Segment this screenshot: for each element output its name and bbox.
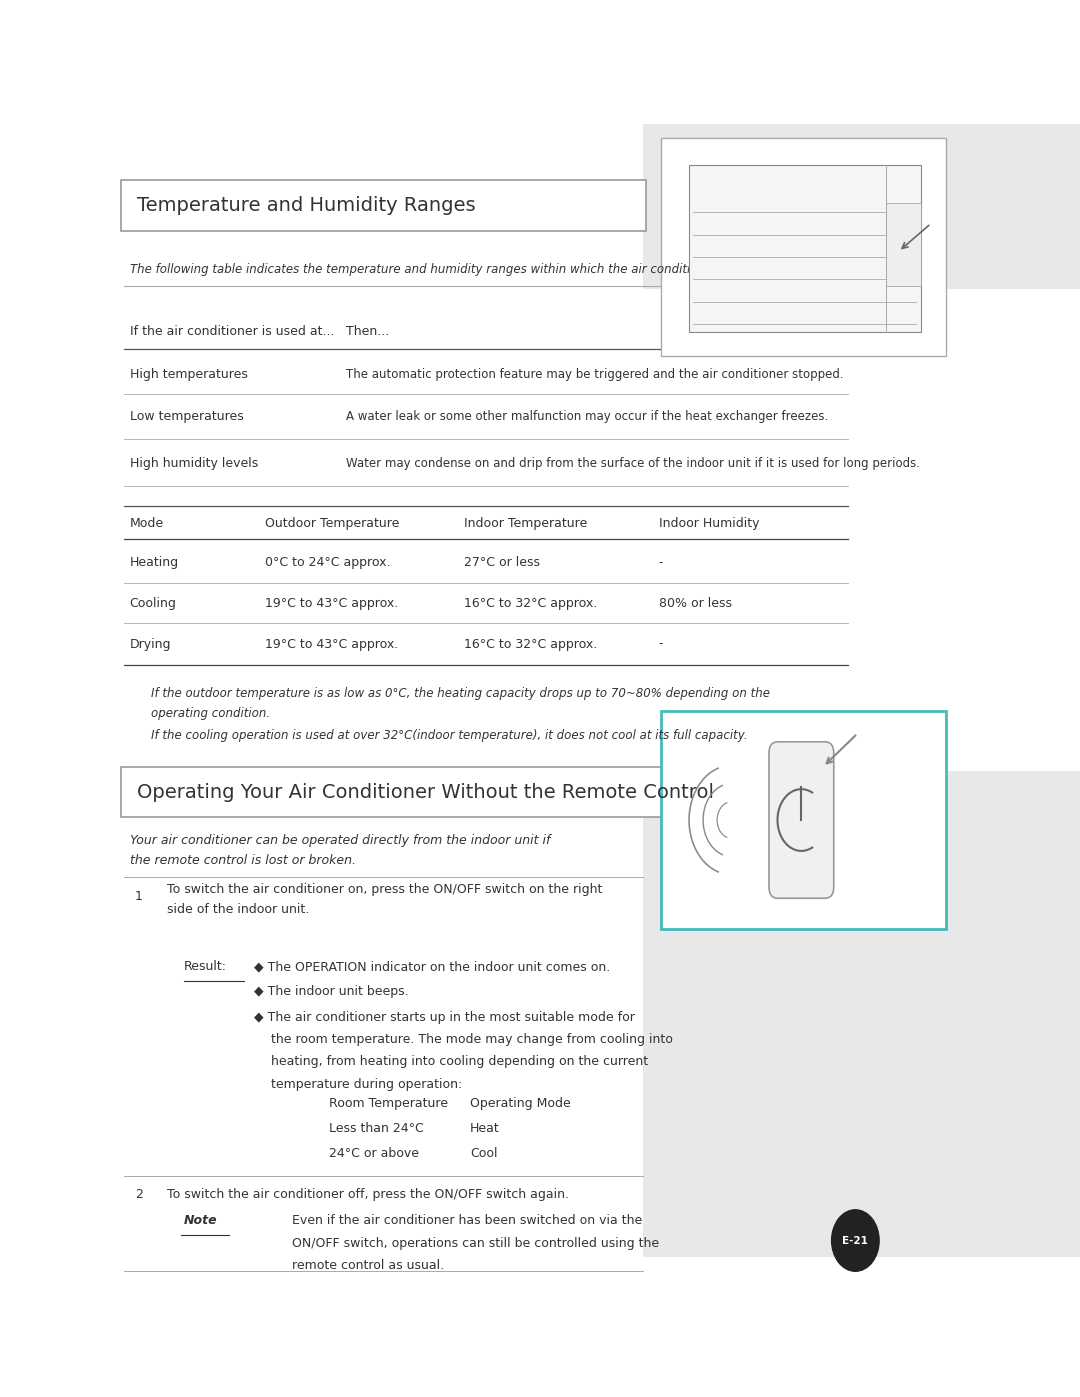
Text: -: - (659, 556, 663, 570)
Text: 2: 2 (135, 1187, 143, 1201)
Text: Less than 24°C: Less than 24°C (329, 1122, 424, 1136)
Text: Heat: Heat (470, 1122, 500, 1136)
Text: Cool: Cool (470, 1147, 497, 1161)
Text: Outdoor Temperature: Outdoor Temperature (265, 517, 399, 531)
Text: Mode: Mode (130, 517, 164, 531)
FancyBboxPatch shape (643, 124, 1080, 289)
Text: Indoor Temperature: Indoor Temperature (464, 517, 588, 531)
Text: 16°C to 32°C approx.: 16°C to 32°C approx. (464, 597, 597, 610)
Text: the room temperature. The mode may change from cooling into: the room temperature. The mode may chang… (271, 1032, 673, 1046)
Text: If the cooling operation is used at over 32°C(indoor temperature), it does not c: If the cooling operation is used at over… (151, 729, 747, 742)
Text: 16°C to 32°C approx.: 16°C to 32°C approx. (464, 637, 597, 651)
Text: 27°C or less: 27°C or less (464, 556, 540, 570)
Bar (689, 165, 921, 332)
FancyBboxPatch shape (643, 771, 1080, 1257)
Text: ON/OFF switch, operations can still be controlled using the: ON/OFF switch, operations can still be c… (292, 1236, 659, 1250)
Text: 24°C or above: 24°C or above (329, 1147, 419, 1161)
Text: Low temperatures: Low temperatures (130, 409, 243, 423)
Text: Result:: Result: (184, 960, 227, 974)
Text: A water leak or some other malfunction may occur if the heat exchanger freezes.: A water leak or some other malfunction m… (346, 409, 828, 423)
Text: 0°C to 24°C approx.: 0°C to 24°C approx. (265, 556, 390, 570)
Text: Even if the air conditioner has been switched on via the: Even if the air conditioner has been swi… (292, 1214, 642, 1228)
Text: The automatic protection feature may be triggered and the air conditioner stoppe: The automatic protection feature may be … (346, 367, 843, 381)
Text: Your air conditioner can be operated directly from the indoor unit if: Your air conditioner can be operated dir… (130, 834, 550, 848)
FancyBboxPatch shape (661, 138, 946, 356)
Text: Indoor Humidity: Indoor Humidity (659, 517, 759, 531)
Text: To switch the air conditioner on, press the ON/OFF switch on the right: To switch the air conditioner on, press … (167, 883, 603, 897)
Bar (886, 203, 921, 286)
Text: If the outdoor temperature is as low as 0°C, the heating capacity drops up to 70: If the outdoor temperature is as low as … (151, 687, 770, 700)
Text: If the air conditioner is used at...: If the air conditioner is used at... (130, 324, 334, 338)
Text: Drying: Drying (130, 637, 171, 651)
FancyBboxPatch shape (121, 767, 754, 817)
Text: 19°C to 43°C approx.: 19°C to 43°C approx. (265, 597, 397, 610)
Text: ◆ The OPERATION indicator on the indoor unit comes on.: ◆ The OPERATION indicator on the indoor … (254, 960, 610, 974)
FancyBboxPatch shape (121, 180, 646, 231)
Text: Room Temperature: Room Temperature (329, 1097, 448, 1111)
Text: operating condition.: operating condition. (151, 707, 270, 719)
Text: -: - (659, 637, 663, 651)
Text: Then...: Then... (346, 324, 389, 338)
Text: Water may condense on and drip from the surface of the indoor unit if it is used: Water may condense on and drip from the … (346, 457, 919, 471)
Text: E-21: E-21 (842, 1235, 868, 1246)
Text: Operating Your Air Conditioner Without the Remote Control: Operating Your Air Conditioner Without t… (137, 782, 714, 802)
Text: The following table indicates the temperature and humidity ranges within which t: The following table indicates the temper… (130, 263, 796, 277)
Text: ◆ The air conditioner starts up in the most suitable mode for: ◆ The air conditioner starts up in the m… (254, 1010, 635, 1024)
Text: ◆ The indoor unit beeps.: ◆ The indoor unit beeps. (254, 985, 408, 999)
Text: Temperature and Humidity Ranges: Temperature and Humidity Ranges (137, 196, 476, 215)
FancyBboxPatch shape (661, 711, 946, 929)
Text: heating, from heating into cooling depending on the current: heating, from heating into cooling depen… (271, 1055, 648, 1069)
Text: Cooling: Cooling (130, 597, 176, 610)
Text: Heating: Heating (130, 556, 178, 570)
Text: Operating Mode: Operating Mode (470, 1097, 570, 1111)
Text: High temperatures: High temperatures (130, 367, 247, 381)
Text: High humidity levels: High humidity levels (130, 457, 258, 471)
Text: remote control as usual.: remote control as usual. (292, 1259, 444, 1273)
Text: 1: 1 (135, 890, 143, 904)
Text: the remote control is lost or broken.: the remote control is lost or broken. (130, 854, 355, 868)
Text: 80% or less: 80% or less (659, 597, 732, 610)
Text: To switch the air conditioner off, press the ON/OFF switch again.: To switch the air conditioner off, press… (167, 1187, 569, 1201)
Text: Note: Note (184, 1214, 217, 1228)
Text: side of the indoor unit.: side of the indoor unit. (167, 902, 310, 916)
Text: temperature during operation:: temperature during operation: (271, 1077, 462, 1091)
Text: 19°C to 43°C approx.: 19°C to 43°C approx. (265, 637, 397, 651)
FancyBboxPatch shape (769, 742, 834, 898)
Circle shape (832, 1210, 879, 1271)
